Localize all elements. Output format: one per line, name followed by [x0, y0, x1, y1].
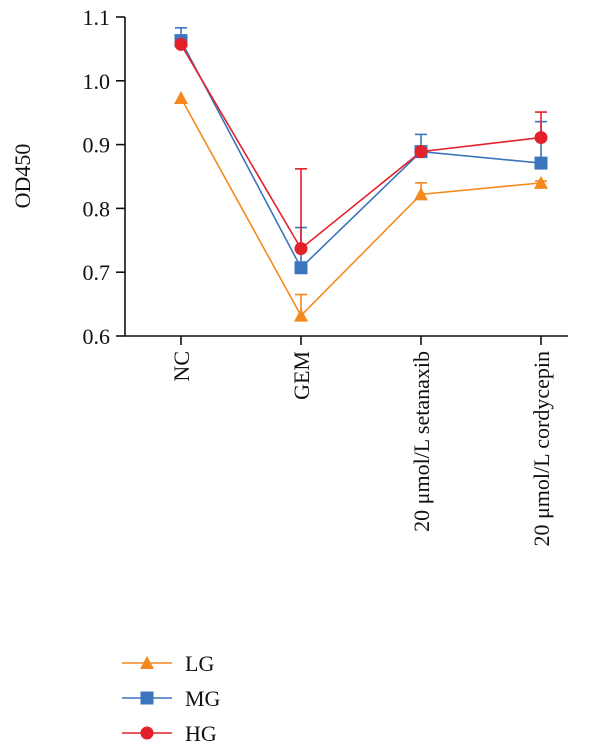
series-LG	[174, 91, 548, 322]
legend-label: MG	[185, 686, 221, 711]
series-MG	[174, 27, 548, 275]
data-point-circle	[294, 242, 308, 256]
data-point-square	[140, 691, 154, 705]
y-tick-label: 1.1	[83, 5, 111, 30]
data-point-circle	[140, 726, 154, 740]
x-tick-label: 20 μmol/L setanaxib	[409, 351, 434, 532]
y-tick-label: 0.7	[83, 260, 111, 285]
data-point-circle	[414, 145, 428, 159]
series-line	[180, 44, 542, 250]
data-point-triangle	[294, 308, 308, 322]
data-point-circle	[174, 37, 188, 51]
legend-item-HG: HG	[122, 721, 217, 746]
data-point-triangle	[534, 175, 548, 189]
x-tick-label: 20 μmol/L cordycepin	[529, 351, 554, 547]
x-tick-label: GEM	[289, 351, 314, 400]
legend-item-MG: MG	[122, 686, 221, 711]
legend: LG MG HG	[122, 651, 221, 746]
series-HG	[174, 37, 548, 256]
series-layer	[174, 27, 548, 322]
series-line	[180, 97, 542, 317]
y-tick-label: 0.6	[83, 324, 111, 349]
y-tick-label: 0.8	[83, 196, 111, 221]
data-point-triangle	[140, 656, 154, 669]
data-point-circle	[534, 131, 548, 145]
x-tick-label: NC	[169, 351, 194, 382]
legend-label: HG	[185, 721, 217, 746]
axes: 0.6 0.7 0.8 0.9 1.0 1.1 OD450 NC GEM 20 μmol/L se…	[10, 5, 568, 547]
y-axis-title: OD450	[10, 144, 35, 209]
y-tick-label: 1.0	[83, 69, 111, 94]
legend-label: LG	[185, 651, 214, 676]
data-point-triangle	[414, 187, 428, 201]
y-tick-label: 0.9	[83, 133, 111, 158]
series-line	[180, 40, 542, 270]
legend-item-LG: LG	[122, 651, 214, 676]
data-point-triangle	[174, 91, 188, 105]
data-point-square	[294, 261, 308, 275]
data-point-square	[534, 156, 548, 170]
